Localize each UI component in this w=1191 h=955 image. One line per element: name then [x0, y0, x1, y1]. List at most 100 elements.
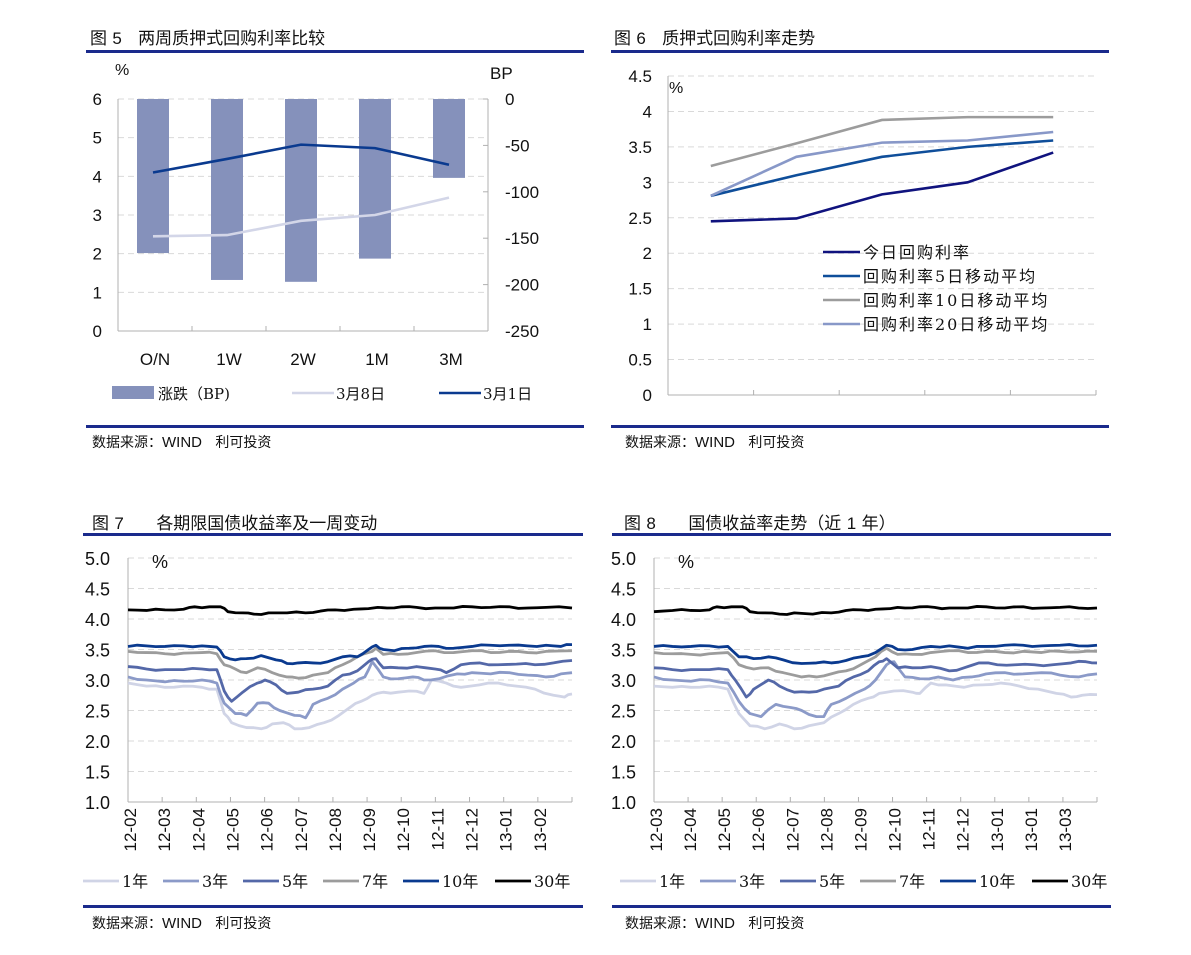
fig8-line-1年	[653, 681, 1098, 731]
fig7-ytick: 1.5	[85, 763, 110, 783]
fig5-ytick-left: 1	[93, 283, 102, 302]
fig8-title: 图 8 国债收益率走势（近 1 年）	[624, 509, 896, 534]
source-wind: WIND	[695, 915, 735, 932]
fig8-ylabel: %	[678, 552, 694, 572]
fig6-ytick: 0.5	[628, 351, 652, 370]
fig5-line-mar8	[152, 196, 450, 238]
fig8-xtick-label: 12-06	[749, 808, 768, 851]
fig8-legend-label: 7年	[899, 872, 925, 891]
fig8-number: 8	[646, 514, 656, 533]
fig5-ytick-left: 4	[93, 167, 102, 186]
fig5-ytick-right: -50	[505, 136, 530, 155]
fig5-legend-label: 3月1日	[483, 385, 532, 403]
source-suffix: 利可投资	[215, 435, 272, 451]
fig7-xtick-label: 12-06	[258, 808, 277, 851]
fig8-title-num: 1	[846, 514, 857, 533]
fig7-line-1年	[127, 678, 573, 731]
fig8-title-text: 国债收益率走势（近	[688, 514, 842, 534]
fig8-xtick-label: 12-03	[647, 808, 666, 851]
fig5-ytick-left: 0	[93, 322, 102, 341]
fig7-chart: 1.0 1.5 2.0 2.5 3.0 3.5 4.0 4.5 5.0 % 12-02 12-03 12…	[83, 549, 573, 891]
fig6-legend-label: 回购利率20日移动平均	[863, 315, 1049, 334]
fig5-ylabel-right: BP	[490, 64, 513, 83]
fig6-label: 图	[614, 29, 631, 49]
fig8-ytick: 2.5	[611, 702, 636, 722]
fig5-bar	[211, 99, 243, 280]
fig8-xtick-label: 12-09	[851, 808, 870, 851]
fig8-legend-label: 1年	[659, 872, 685, 891]
fig7-xtick-label: 12-12	[463, 808, 482, 851]
fig8-legend-label: 10年	[979, 872, 1015, 891]
fig6-ytick: 3.5	[628, 138, 652, 157]
fig7-legend-label: 1年	[122, 872, 148, 891]
fig8-xtick-label: 12-05	[715, 808, 734, 851]
source-wind: WIND	[162, 434, 202, 451]
fig5-xtick-label: 2W	[290, 350, 316, 369]
fig8-ytick: 4.0	[611, 610, 636, 630]
fig8-line-3年	[653, 660, 1098, 719]
fig5-ylabel-left: %	[115, 62, 129, 79]
fig7-source: 数据来源：WIND 利可投资	[92, 913, 271, 933]
fig6-source-rule	[611, 425, 1109, 428]
fig5-ytick-right: -150	[505, 229, 539, 248]
fig5-line-mar1	[152, 143, 450, 174]
fig7-ytick: 2.0	[85, 732, 110, 752]
fig7-xtick-label: 12-04	[189, 808, 208, 851]
fig5-ytick-right: 0	[505, 90, 514, 109]
fig7-title-rule	[83, 533, 583, 536]
fig7-xtick-label: 13-01	[497, 808, 516, 851]
fig8-xtick-label: 13-01	[988, 808, 1007, 851]
fig7-ytick: 4.5	[85, 580, 110, 600]
fig5-title: 图 5 两周质押式回购利率比较	[90, 24, 325, 49]
fig8-source-rule	[612, 905, 1111, 908]
fig5-source-rule	[86, 425, 584, 428]
fig7-ytick: 5.0	[85, 549, 110, 569]
fig7-xtick-label: 12-02	[121, 808, 140, 851]
fig6-line-0	[710, 151, 1054, 223]
fig5-title-rule	[86, 50, 584, 53]
fig5-ytick-left: 5	[93, 129, 102, 148]
source-wind: WIND	[695, 434, 735, 451]
source-suffix: 利可投资	[748, 916, 805, 932]
fig8-chart: 1.0 1.5 2.0 2.5 3.0 3.5 4.0 4.5 5.0 % 12-03 12-04 12…	[611, 549, 1107, 891]
fig5-legend-label: 3月8日	[336, 385, 385, 403]
fig6-chart: 0 0.5 1 1.5 2 2.5 3 3.5 4 4.5% 今日回购利率回购利率5日移动平均回购利…	[628, 67, 1097, 405]
fig8-title-rule	[612, 533, 1111, 536]
fig5-xtick-label: O/N	[140, 350, 170, 369]
fig5-number: 5	[112, 29, 122, 48]
source-suffix: 利可投资	[748, 435, 805, 451]
fig6-legend-label: 回购利率5日移动平均	[863, 267, 1037, 286]
fig6-ytick: 2	[643, 244, 652, 263]
fig5-title-text: 两周质押式回购利率比较	[138, 29, 326, 49]
fig5-ytick-left: 2	[93, 245, 102, 264]
fig7-legend-label: 30年	[534, 872, 570, 891]
fig8-title-tail: 年）	[861, 514, 896, 534]
fig6-title-rule	[611, 50, 1109, 53]
fig7-legend-label: 10年	[442, 872, 478, 891]
fig8-legend-label: 5年	[819, 872, 845, 891]
fig8-legend-label: 30年	[1071, 872, 1107, 891]
fig8-legend-label: 3年	[739, 872, 765, 891]
fig8-xtick-label: 12-08	[817, 808, 836, 851]
fig5-ytick-left: 3	[93, 206, 102, 225]
fig7-number: 7	[114, 514, 124, 533]
fig7-line-30年	[127, 605, 573, 616]
source-suffix: 利可投资	[215, 916, 272, 932]
fig7-title-text: 各期限国债收益率及一周变动	[156, 514, 378, 534]
fig7-ylabel: %	[152, 552, 168, 572]
source-prefix: 数据来源：	[92, 435, 162, 451]
source-prefix: 数据来源：	[625, 435, 695, 451]
source-wind: WIND	[162, 915, 202, 932]
fig6-source: 数据来源：WIND 利可投资	[625, 432, 804, 452]
fig5-bar	[285, 99, 317, 282]
fig8-xtick-label: 12-12	[954, 808, 973, 851]
fig7-ytick: 2.5	[85, 702, 110, 722]
fig6-line-3	[710, 130, 1054, 197]
fig7-xtick-label: 12-03	[155, 808, 174, 851]
fig8-line-10年	[653, 643, 1098, 665]
fig8-xtick-label: 12-11	[920, 808, 939, 850]
fig7-xtick-label: 12-08	[326, 808, 345, 851]
fig5-legend-label: 涨跌（BP)	[158, 385, 230, 403]
fig8-ytick: 2.0	[611, 732, 636, 752]
fig8-ytick: 4.5	[611, 580, 636, 600]
